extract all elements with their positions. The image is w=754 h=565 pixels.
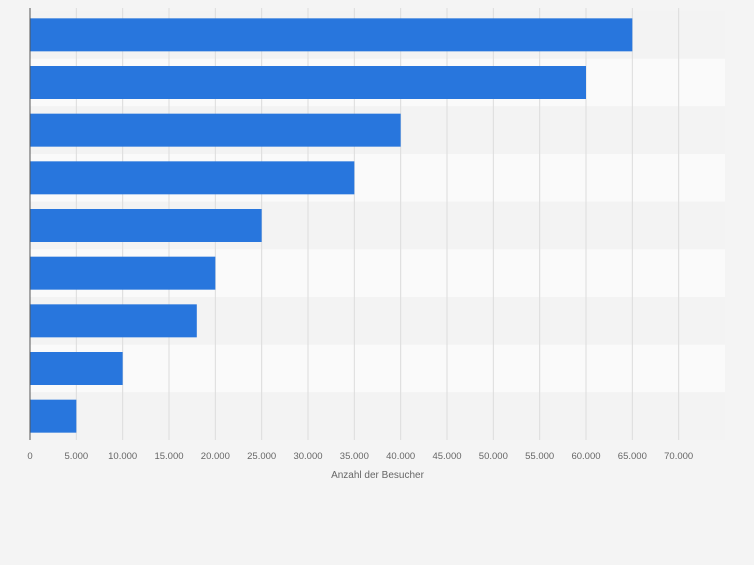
bar — [30, 113, 401, 147]
bar — [30, 399, 77, 433]
x-tick-label: 70.000 — [664, 451, 693, 462]
x-tick-labels: 0 5.000 10.000 15.000 20.000 25.000 30.000 35.0… — [27, 451, 693, 462]
x-tick-label: 5.000 — [64, 451, 88, 462]
x-tick-label: 60.000 — [571, 451, 600, 462]
bar — [30, 304, 197, 338]
x-tick-label: 15.000 — [154, 451, 183, 462]
bar — [30, 209, 262, 242]
x-axis-label: Anzahl der Besucher — [331, 470, 425, 481]
x-tick-label: 20.000 — [201, 451, 230, 462]
x-tick-label: 25.000 — [247, 451, 276, 462]
x-tick-label: 30.000 — [293, 451, 322, 462]
x-tick-label: 55.000 — [525, 451, 554, 462]
x-tick-label: 0 — [27, 451, 32, 462]
x-tick-label: 35.000 — [340, 451, 369, 462]
x-tick-label: 50.000 — [479, 451, 508, 462]
x-tick-label: 10.000 — [108, 451, 137, 462]
bars — [30, 18, 633, 433]
row-band — [30, 344, 725, 393]
bar — [30, 18, 633, 52]
row-band — [30, 392, 725, 440]
x-tick-label: 65.000 — [618, 451, 647, 462]
x-tick-label: 45.000 — [432, 451, 461, 462]
bar — [30, 256, 216, 290]
bar — [30, 66, 586, 99]
bar — [30, 352, 123, 385]
x-tick-label: 40.000 — [386, 451, 415, 462]
bar — [30, 161, 355, 195]
